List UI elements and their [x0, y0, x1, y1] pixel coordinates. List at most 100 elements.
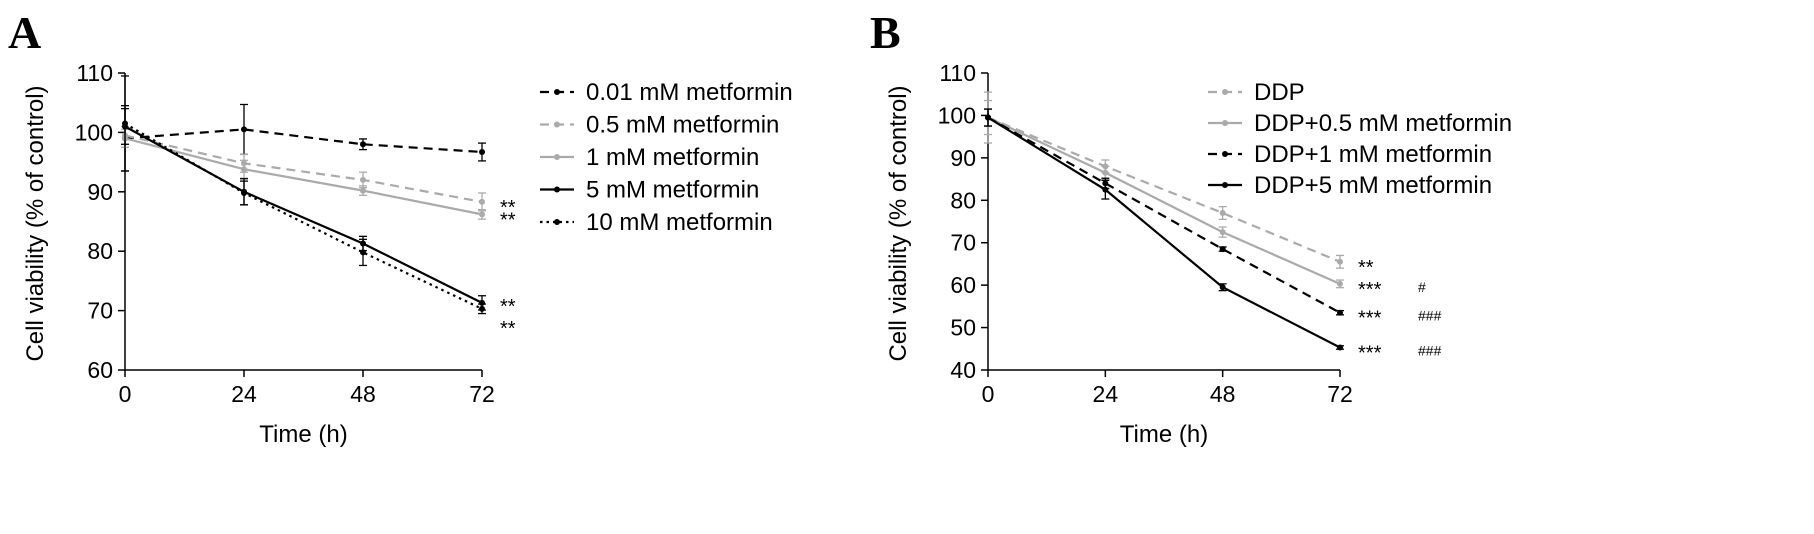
significance-marker: ***	[1358, 308, 1382, 330]
data-point	[1219, 229, 1226, 236]
significance-marker: ***	[1358, 343, 1382, 365]
legend-marker	[554, 89, 560, 95]
y-tick-label: 50	[950, 315, 976, 341]
panel-a: A 60 70 80 90 100 110 0 24 48 72 Time (h) Cell viab…	[8, 7, 793, 448]
legend-entry: DDP+1 mM metformin	[1208, 141, 1492, 168]
legend-marker	[554, 219, 560, 225]
series-line	[124, 125, 483, 304]
x-tick-label: 72	[1327, 381, 1353, 407]
series-line	[987, 116, 1341, 285]
significance-marker: **	[1358, 257, 1374, 279]
x-tick-label: 0	[119, 381, 132, 407]
series-line	[987, 116, 1341, 263]
y-axis-title: Cell viability (% of control)	[885, 85, 912, 361]
legend-marker	[554, 121, 560, 128]
legend-entry: DDP+0.5 mM metformin	[1208, 110, 1512, 137]
data-point	[1102, 186, 1109, 193]
y-tick-label: 110	[76, 60, 113, 86]
series-line	[124, 137, 483, 216]
series-4: **	[121, 107, 516, 318]
data-point	[479, 305, 485, 312]
series-3: **	[121, 128, 516, 231]
series-line	[987, 116, 1341, 314]
legend-entry: 0.01 mM metformin	[540, 79, 793, 106]
legend-entry: 5 mM metformin	[540, 177, 759, 204]
significance-marker: ***	[1358, 279, 1382, 301]
data-point	[1219, 246, 1226, 253]
data-point	[360, 176, 366, 183]
legend-marker	[1222, 89, 1228, 95]
data-point	[479, 211, 485, 218]
data-point	[241, 166, 247, 173]
y-tick-label: 100	[75, 119, 113, 145]
data-point	[1337, 309, 1343, 316]
legend-label: DDP+1 mM metformin	[1254, 141, 1492, 168]
y-tick-label: 40	[950, 357, 976, 383]
panel-b: B 40 50 60 70 80 90 100 110 0 24 48 72 Time (h) Cell …	[870, 7, 1512, 448]
hash-marker: ###	[1418, 343, 1442, 359]
x-tick-label: 72	[469, 381, 495, 407]
y-tick-label: 60	[950, 272, 976, 298]
legend-label: 5 mM metformin	[586, 177, 759, 204]
series-line	[987, 116, 1341, 349]
data-point	[479, 198, 485, 205]
legend-label: DDP+5 mM metformin	[1254, 172, 1492, 199]
panel-letter-b: B	[870, 7, 901, 58]
legend-label: 0.01 mM metformin	[586, 79, 793, 106]
legend-entry: 1 mM metformin	[540, 144, 759, 171]
hash-marker: #	[1418, 279, 1426, 295]
series-2: **	[121, 125, 516, 219]
y-tick-label: 90	[87, 179, 113, 205]
y-tick-label: 60	[87, 357, 113, 383]
legend-marker	[1222, 151, 1228, 157]
x-tick-label: 24	[1093, 381, 1119, 407]
legend-entry: DDP	[1208, 79, 1305, 106]
data-point	[1219, 210, 1226, 217]
data-point	[241, 126, 247, 133]
series-1: **	[984, 91, 1374, 279]
series-1	[121, 103, 486, 172]
legend-entry: 0.5 mM metformin	[540, 112, 779, 139]
legend-entry: 10 mM metformin	[540, 209, 773, 236]
legend-label: 0.5 mM metformin	[586, 112, 779, 139]
data-point	[479, 149, 485, 156]
data-point	[1337, 280, 1343, 287]
x-axis-title: Time (h)	[259, 421, 347, 448]
y-tick-label: 90	[950, 145, 976, 171]
x-tick-label: 48	[1210, 381, 1236, 407]
legend-marker	[1222, 182, 1228, 188]
y-tick-label: 100	[938, 102, 976, 128]
hash-marker: ###	[1418, 308, 1442, 324]
legend-label: 1 mM metformin	[586, 144, 759, 171]
series-2: *** #	[984, 99, 1426, 301]
x-tick-label: 48	[350, 381, 376, 407]
x-tick-label: 24	[231, 381, 257, 407]
series-line	[124, 128, 483, 154]
significance-marker: **	[500, 296, 516, 318]
data-point	[360, 249, 366, 256]
data-point	[1337, 344, 1343, 351]
significance-marker: **	[500, 197, 516, 219]
legend-label: DDP+0.5 mM metformin	[1254, 110, 1512, 137]
legend-marker	[1222, 120, 1228, 126]
y-tick-label: 110	[939, 60, 976, 86]
legend-marker	[554, 186, 560, 193]
panel-letter-a: A	[8, 7, 41, 58]
series-4: *** ###	[984, 108, 1442, 365]
series-line	[124, 134, 483, 203]
legend-marker	[554, 154, 560, 160]
legend-label: 10 mM metformin	[586, 209, 773, 236]
y-tick-label: 80	[87, 238, 113, 264]
x-axis-title: Time (h)	[1120, 421, 1208, 448]
series-5: **	[121, 75, 516, 340]
legend-label: DDP	[1254, 79, 1305, 106]
data-point	[360, 141, 366, 148]
data-point	[360, 187, 366, 194]
data-point	[1337, 258, 1343, 265]
y-tick-label: 80	[950, 187, 976, 213]
x-tick-label: 0	[982, 381, 995, 407]
series-3: *** ###	[984, 108, 1442, 330]
data-point	[1219, 284, 1226, 291]
data-point	[241, 189, 247, 196]
